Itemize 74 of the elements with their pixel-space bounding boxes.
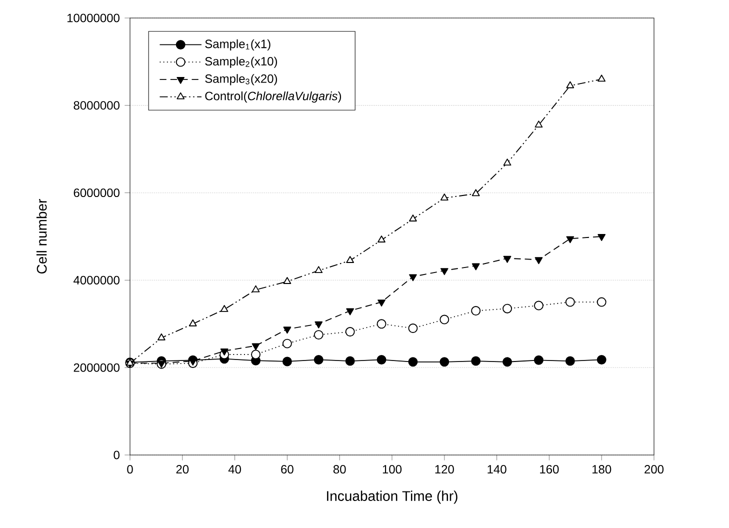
- point: [566, 81, 574, 88]
- point: [251, 350, 260, 360]
- point: [408, 357, 418, 367]
- point: [408, 324, 418, 333]
- point: [440, 268, 448, 276]
- point: [314, 266, 323, 274]
- point: [598, 74, 606, 82]
- legend-label: Sample$_{2}$(x10): [205, 56, 278, 68]
- point: [471, 306, 481, 316]
- point: [158, 333, 166, 340]
- x-tick-label: 40: [228, 465, 242, 474]
- x-tick-label: 200: [644, 465, 664, 474]
- point: [282, 338, 292, 348]
- x-tick-label: 20: [176, 465, 189, 474]
- point: [503, 158, 512, 166]
- point: [220, 304, 228, 312]
- y-tick-label: 2000000: [74, 363, 120, 372]
- y-axis-title: Cell number: [36, 199, 47, 274]
- x-tick-label: 0: [127, 465, 133, 474]
- point: [282, 356, 292, 366]
- point: [314, 354, 324, 364]
- point: [472, 263, 480, 270]
- x-tick-label: 80: [333, 465, 346, 474]
- y-tick-label: 8000000: [74, 101, 120, 110]
- y-tick-label: 6000000: [74, 188, 120, 198]
- point: [534, 257, 543, 264]
- point: [346, 308, 354, 316]
- y-tick-label: 4000000: [74, 276, 120, 284]
- point: [440, 357, 450, 367]
- point: [534, 355, 544, 365]
- point: [598, 234, 606, 241]
- x-tick-label: 160: [540, 465, 559, 474]
- point: [252, 285, 260, 292]
- x-tick-label: 120: [435, 465, 454, 474]
- point: [534, 300, 544, 310]
- legend-label: Sample$_{3}$(x20): [205, 74, 278, 86]
- point: [409, 274, 417, 282]
- point: [596, 354, 606, 364]
- x-tick-label: 140: [488, 465, 506, 474]
- x-tick-label: 60: [281, 465, 294, 474]
- point: [534, 120, 543, 128]
- point: [283, 277, 292, 284]
- y-tick-label: 10000000: [67, 14, 120, 22]
- point: [345, 356, 355, 366]
- point: [314, 330, 324, 340]
- point: [565, 297, 575, 307]
- point: [440, 314, 450, 324]
- point: [188, 319, 197, 326]
- legend-label: Sample$_{1}$(x1): [205, 39, 270, 51]
- x-axis-title: Incuabation Time (hr): [327, 490, 458, 504]
- point: [283, 326, 292, 334]
- point: [314, 321, 323, 328]
- y-tick-label: 0: [114, 450, 120, 460]
- point: [471, 356, 481, 366]
- x-tick-label: 100: [382, 465, 402, 474]
- point: [596, 297, 606, 307]
- point: [565, 356, 575, 366]
- x-tick-label: 180: [592, 465, 612, 474]
- point: [440, 194, 448, 201]
- legend-label: Control(ChlorellaVulgaris): [205, 91, 342, 103]
- point: [502, 357, 512, 367]
- point: [566, 236, 574, 244]
- point: [346, 256, 354, 263]
- point: [376, 354, 386, 364]
- point: [502, 304, 512, 314]
- point: [345, 327, 355, 336]
- point: [472, 189, 480, 196]
- point: [252, 343, 260, 350]
- point: [409, 214, 417, 222]
- point: [220, 348, 228, 356]
- point: [378, 300, 386, 307]
- point: [378, 236, 386, 242]
- point: [503, 256, 512, 263]
- point: [376, 319, 386, 329]
